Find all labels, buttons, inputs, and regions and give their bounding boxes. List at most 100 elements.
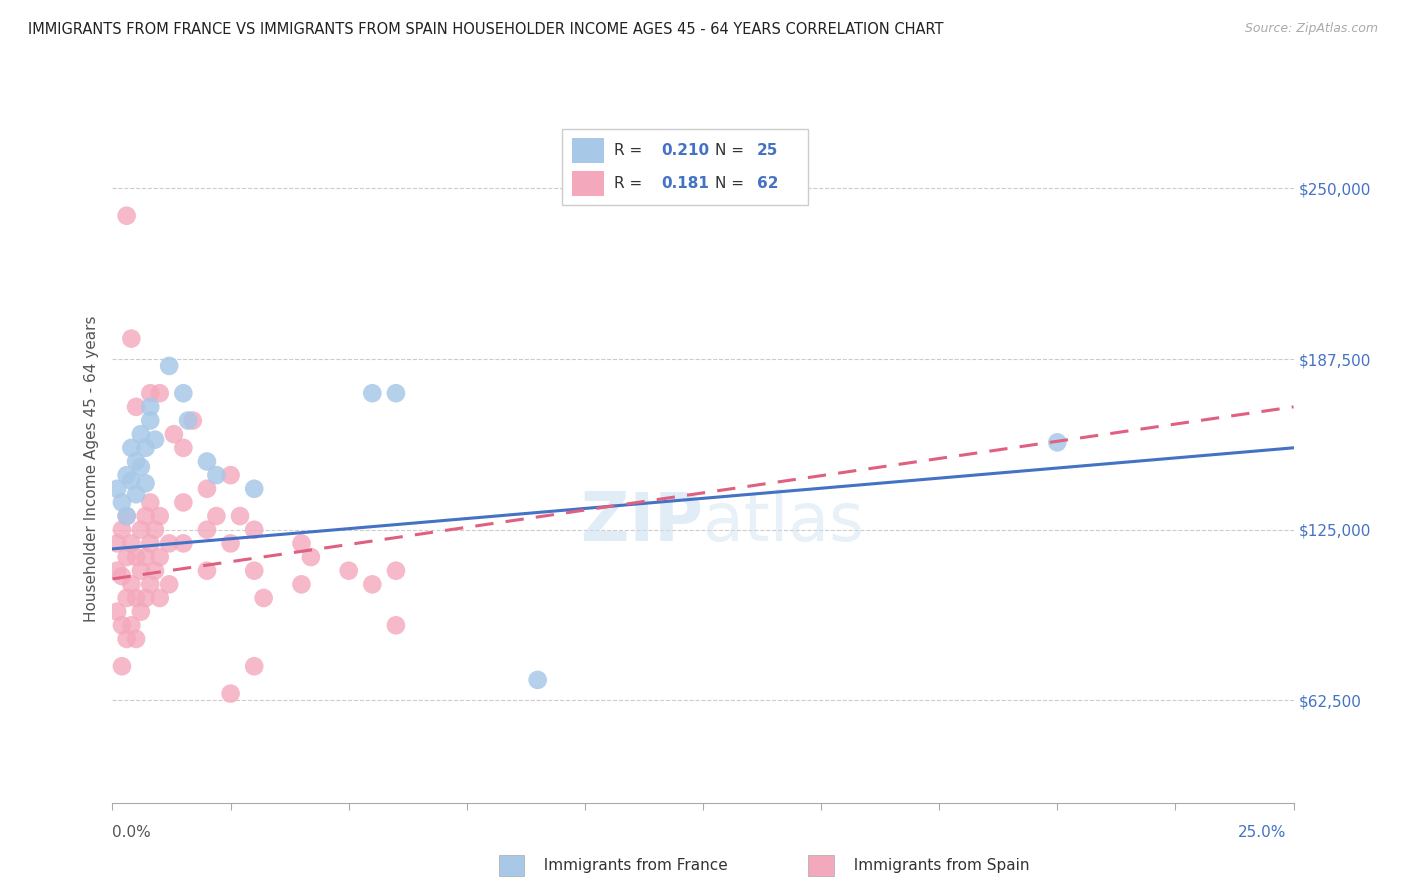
Point — [361, 386, 384, 401]
FancyBboxPatch shape — [562, 129, 808, 205]
Point — [125, 591, 148, 605]
Text: 25: 25 — [756, 143, 778, 158]
Point — [195, 523, 218, 537]
Point — [205, 468, 228, 483]
Text: atlas: atlas — [703, 489, 863, 555]
Point — [243, 659, 266, 673]
Text: 0.181: 0.181 — [661, 176, 709, 191]
Point — [361, 577, 384, 591]
Text: R =: R = — [614, 176, 647, 191]
Point — [139, 577, 162, 591]
Point — [243, 523, 266, 537]
Point — [111, 659, 134, 673]
Point — [1046, 435, 1069, 450]
Text: N =: N = — [714, 176, 749, 191]
Text: Immigrants from Spain: Immigrants from Spain — [844, 858, 1029, 872]
Point — [172, 441, 194, 455]
Point — [143, 523, 166, 537]
Point — [139, 400, 162, 414]
Point — [105, 564, 128, 578]
Point — [105, 605, 128, 619]
Point — [195, 564, 218, 578]
Point — [125, 454, 148, 468]
Point — [115, 632, 138, 646]
Point — [526, 673, 548, 687]
Point — [219, 687, 242, 701]
Text: IMMIGRANTS FROM FRANCE VS IMMIGRANTS FROM SPAIN HOUSEHOLDER INCOME AGES 45 - 64 : IMMIGRANTS FROM FRANCE VS IMMIGRANTS FRO… — [28, 22, 943, 37]
Text: 62: 62 — [756, 176, 779, 191]
Point — [129, 459, 152, 474]
Text: Immigrants from France: Immigrants from France — [534, 858, 728, 872]
Point — [139, 495, 162, 509]
Point — [219, 468, 242, 483]
Text: 0.0%: 0.0% — [112, 825, 152, 839]
Point — [111, 523, 134, 537]
Point — [163, 427, 186, 442]
Point — [120, 577, 142, 591]
Point — [290, 536, 312, 550]
Point — [135, 441, 157, 455]
Point — [143, 433, 166, 447]
Point — [205, 509, 228, 524]
Point — [120, 618, 142, 632]
Point — [129, 564, 152, 578]
Point — [129, 605, 152, 619]
Point — [135, 591, 157, 605]
Point — [299, 549, 322, 564]
Point — [111, 618, 134, 632]
Point — [125, 400, 148, 414]
Point — [125, 632, 148, 646]
Point — [105, 482, 128, 496]
Point — [111, 569, 134, 583]
Point — [157, 577, 180, 591]
Point — [157, 536, 180, 550]
Point — [105, 536, 128, 550]
Y-axis label: Householder Income Ages 45 - 64 years: Householder Income Ages 45 - 64 years — [83, 315, 98, 622]
Point — [139, 386, 162, 401]
Point — [129, 427, 152, 442]
Point — [195, 454, 218, 468]
Point — [135, 476, 157, 491]
Point — [172, 386, 194, 401]
Point — [115, 549, 138, 564]
Point — [111, 495, 134, 509]
Text: N =: N = — [714, 143, 749, 158]
Point — [120, 441, 142, 455]
Point — [120, 536, 142, 550]
Text: R =: R = — [614, 143, 647, 158]
Point — [385, 386, 408, 401]
Text: 25.0%: 25.0% — [1239, 825, 1286, 839]
FancyBboxPatch shape — [572, 137, 605, 162]
Point — [181, 413, 204, 427]
Point — [139, 536, 162, 550]
Point — [139, 413, 162, 427]
Point — [120, 332, 142, 346]
Point — [243, 482, 266, 496]
Point — [219, 536, 242, 550]
Point — [115, 591, 138, 605]
Point — [135, 509, 157, 524]
Point — [115, 468, 138, 483]
Point — [129, 523, 152, 537]
Point — [149, 386, 172, 401]
Point — [115, 209, 138, 223]
Point — [149, 591, 172, 605]
Point — [115, 509, 138, 524]
Point — [120, 474, 142, 488]
Point — [149, 509, 172, 524]
Point — [149, 549, 172, 564]
Point — [115, 509, 138, 524]
Point — [172, 536, 194, 550]
Point — [177, 413, 200, 427]
Point — [143, 564, 166, 578]
Text: ZIP: ZIP — [581, 489, 703, 555]
Point — [195, 482, 218, 496]
Point — [125, 487, 148, 501]
FancyBboxPatch shape — [572, 171, 605, 196]
Point — [385, 618, 408, 632]
Point — [253, 591, 276, 605]
Point — [243, 564, 266, 578]
Point — [172, 495, 194, 509]
Point — [229, 509, 252, 524]
Point — [385, 564, 408, 578]
